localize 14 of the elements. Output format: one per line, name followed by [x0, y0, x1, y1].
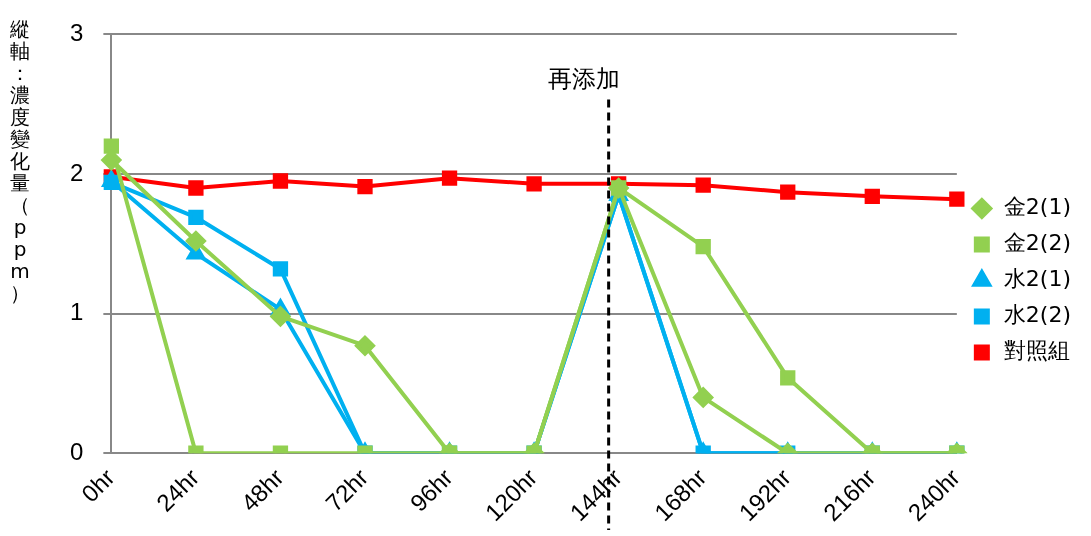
x-tick-label: 0hr [75, 463, 120, 508]
legend-label: 金2(1) [1003, 194, 1072, 220]
legend-label: 水2(1) [1003, 266, 1072, 292]
y-tick-label: 1 [69, 298, 84, 326]
text: 縱軸：濃度變化量（ppm） [10, 17, 30, 305]
y-tick-label: 0 [69, 437, 84, 465]
x-tick-label: 72hr [320, 463, 374, 517]
legend-label: 對照組 [1003, 338, 1070, 364]
y-tick-label: 2 [69, 158, 84, 186]
y-tick-label: 3 [69, 19, 84, 47]
ref-line-label: 再添加 [547, 64, 620, 93]
legend-label: 金2(2) [1003, 230, 1072, 256]
x-tick-label: 48hr [235, 463, 289, 517]
legend-label: 水2(2) [1003, 302, 1072, 328]
